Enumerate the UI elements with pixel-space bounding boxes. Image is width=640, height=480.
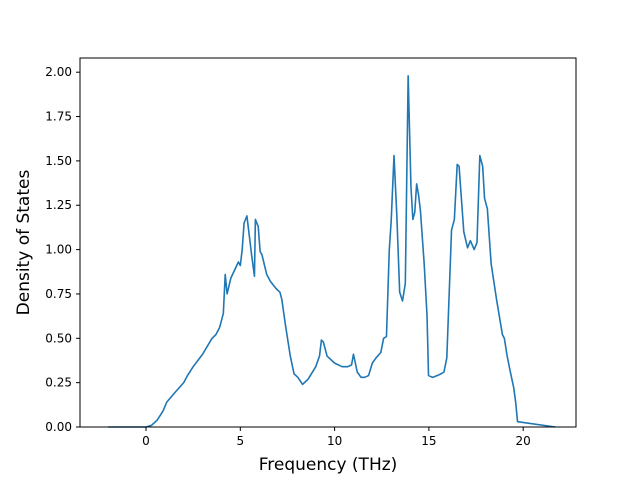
y-tick-label: 0.75	[45, 287, 72, 301]
y-tick-label: 0.00	[45, 420, 72, 434]
y-tick-label: 0.50	[45, 331, 72, 345]
dos-series-line	[108, 74, 556, 428]
y-axis-label: Density of States	[14, 170, 34, 316]
curve-layer	[108, 74, 556, 428]
plot-area	[80, 58, 576, 427]
y-tick-label: 0.25	[45, 376, 72, 390]
x-tick-label: 20	[516, 434, 531, 448]
y-tick-label: 1.25	[45, 198, 72, 212]
y-axis-ticks: 0.00 0.25 0.50 0.75 1.00 1.25 1.50 1.75 2.00	[45, 65, 80, 434]
x-axis-label: Frequency (THz)	[259, 455, 398, 475]
x-axis-ticks: 0 5 10 15 20	[142, 427, 531, 448]
y-tick-label: 2.00	[45, 65, 72, 79]
plot-frame	[79, 57, 577, 428]
y-tick-label: 1.75	[45, 110, 72, 124]
y-tick-label: 1.50	[45, 154, 72, 168]
x-tick-label: 10	[327, 434, 342, 448]
x-tick-label: 0	[142, 434, 150, 448]
x-tick-label: 15	[421, 434, 436, 448]
x-tick-label: 5	[236, 434, 244, 448]
y-tick-label: 1.00	[45, 243, 72, 257]
